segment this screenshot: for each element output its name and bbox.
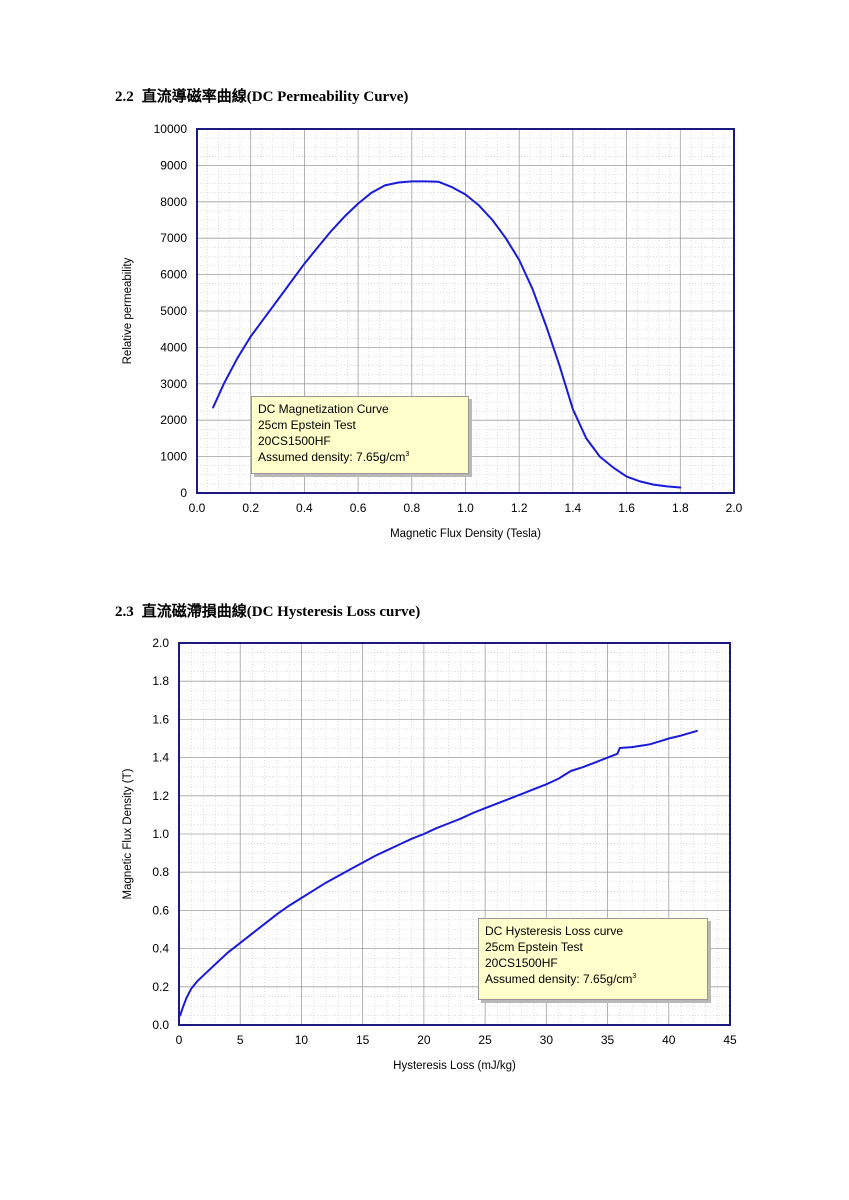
x-tick-label: 1.8 — [672, 501, 689, 515]
plot-frame — [196, 128, 735, 494]
section-heading-permeability: 2.2 直流導磁率曲線(DC Permeability Curve) — [115, 85, 408, 106]
y-tick-label: 1.6 — [152, 712, 169, 726]
note-line: 25cm Epstein Test — [485, 940, 583, 954]
y-tick-label: 8000 — [160, 195, 187, 209]
y-axis-label: Magnetic Flux Density (T) — [122, 768, 134, 899]
series-line — [212, 180, 682, 489]
chart-2: 0 5 10 15 20 25 30 35 40 45 0.0 0.2 0.4 0.6 0.8 1.0 1.2 1… — [122, 636, 737, 1072]
note-density-line: Assumed density: 7.65g/cm3 — [258, 449, 462, 465]
y-tick-label: 0.0 — [152, 1018, 169, 1032]
y-tick-label: 4000 — [160, 340, 187, 354]
x-tick-label: 0 — [176, 1033, 183, 1047]
y-tick-label: 2000 — [160, 413, 187, 427]
section-number: 2.3 — [115, 604, 134, 620]
y-tick-label: 10000 — [154, 122, 188, 136]
x-axis-label: Hysteresis Loss (mJ/kg) — [393, 1060, 516, 1072]
x-tick-label: 25 — [478, 1033, 492, 1047]
x-tick-label: 10 — [295, 1033, 309, 1047]
x-axis-label: Magnetic Flux Density (Tesla) — [390, 528, 541, 540]
x-tick-label: 0.6 — [350, 501, 367, 515]
x-tick-label: 1.0 — [457, 501, 474, 515]
y-tick-label: 1.2 — [152, 789, 169, 803]
x-tick-label: 0.8 — [403, 501, 420, 515]
y-tick-label: 0 — [180, 486, 187, 500]
y-axis-label: Relative permeability — [122, 257, 134, 364]
y-tick-label: 0.8 — [152, 865, 169, 879]
section-title: 直流磁滯損曲線(DC Hysteresis Loss curve) — [141, 604, 421, 620]
x-tick-label: 20 — [417, 1033, 431, 1047]
note-line: DC Magnetization Curve — [258, 402, 389, 416]
plot-frame — [178, 642, 731, 1026]
section-title: 直流導磁率曲線(DC Permeability Curve) — [141, 89, 409, 105]
y-tick-label: 0.2 — [152, 980, 169, 994]
note-superscript: 3 — [405, 451, 410, 458]
y-tick-label: 1.4 — [152, 751, 169, 765]
y-tick-label: 2.0 — [152, 636, 169, 650]
x-tick-label: 30 — [540, 1033, 554, 1047]
y-tick-label: 1.0 — [152, 827, 169, 841]
y-tick-label: 9000 — [160, 158, 187, 172]
y-tick-label: 1.8 — [152, 674, 169, 688]
y-tick-label: 0.4 — [152, 942, 169, 956]
hysteresis-note-box: DC Hysteresis Loss curve 25cm Epstein Te… — [478, 918, 708, 1000]
permeability-note-box: DC Magnetization Curve 25cm Epstein Test… — [251, 396, 469, 474]
note-superscript: 3 — [632, 973, 637, 980]
x-tick-label: 35 — [601, 1033, 615, 1047]
x-tick-label: 0.2 — [242, 501, 259, 515]
y-tick-label: 3000 — [160, 377, 187, 391]
x-tick-label: 0.4 — [296, 501, 313, 515]
x-tick-label: 15 — [356, 1033, 370, 1047]
x-tick-label: 1.4 — [565, 501, 582, 515]
x-tick-label: 0.0 — [189, 501, 206, 515]
note-line: DC Hysteresis Loss curve — [485, 924, 624, 938]
y-tick-label: 6000 — [160, 268, 187, 282]
y-tick-label: 0.6 — [152, 903, 169, 917]
series-line — [179, 729, 698, 1017]
x-tick-label: 1.2 — [511, 501, 528, 515]
x-tick-label: 45 — [723, 1033, 737, 1047]
y-tick-label: 7000 — [160, 231, 187, 245]
note-line: 20CS1500HF — [485, 956, 558, 970]
note-density-line: Assumed density: 7.65g/cm3 — [485, 971, 701, 987]
note-line: 20CS1500HF — [258, 434, 331, 448]
y-tick-label: 1000 — [160, 450, 187, 464]
note-line: Assumed density: 7.65g/cm — [485, 972, 633, 986]
note-line: 25cm Epstein Test — [258, 418, 356, 432]
x-tick-label: 2.0 — [726, 501, 743, 515]
chart-1: 0.0 0.2 0.4 0.6 0.8 1.0 1.2 1.4 1.6 1.8 2.0 0 1000 20… — [122, 122, 743, 540]
section-number: 2.2 — [115, 89, 134, 105]
y-tick-label: 5000 — [160, 304, 187, 318]
x-tick-label: 40 — [662, 1033, 676, 1047]
note-line: Assumed density: 7.65g/cm — [258, 450, 406, 464]
section-heading-hysteresis: 2.3 直流磁滯損曲線(DC Hysteresis Loss curve) — [115, 600, 420, 621]
x-tick-label: 5 — [237, 1033, 244, 1047]
x-tick-label: 1.6 — [618, 501, 635, 515]
